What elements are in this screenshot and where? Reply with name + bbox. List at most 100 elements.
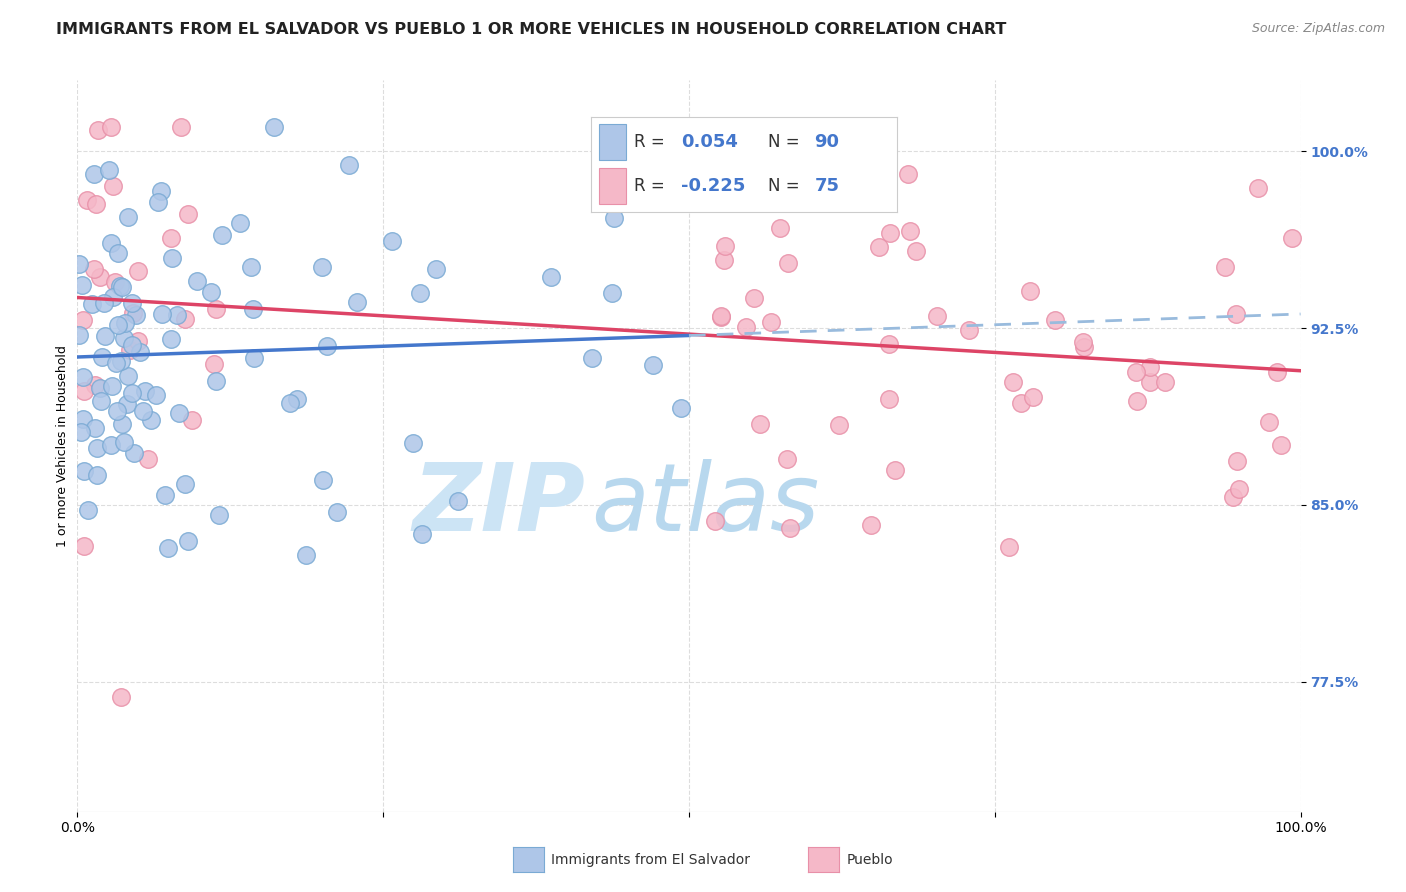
- Point: [100, 236, 122, 251]
- Point: [776, 256, 799, 270]
- Point: [447, 494, 470, 508]
- Text: atlas: atlas: [591, 459, 820, 550]
- Point: [614, 131, 637, 145]
- Point: [157, 541, 180, 555]
- Point: [105, 356, 128, 370]
- Point: [108, 278, 131, 293]
- Point: [1021, 390, 1043, 404]
- Point: [957, 323, 980, 337]
- Point: [761, 315, 783, 329]
- Text: R =: R =: [634, 178, 665, 195]
- Point: [145, 388, 167, 402]
- Point: [107, 318, 129, 333]
- Point: [110, 690, 132, 704]
- Point: [1222, 490, 1244, 504]
- Point: [73, 464, 96, 478]
- Point: [121, 296, 143, 310]
- Point: [1225, 306, 1247, 320]
- Point: [177, 207, 200, 221]
- Point: [1225, 454, 1247, 468]
- Point: [115, 396, 138, 410]
- Point: [208, 508, 231, 522]
- Point: [1125, 365, 1147, 379]
- Text: 75: 75: [814, 178, 839, 195]
- Point: [86, 468, 108, 483]
- Point: [748, 417, 770, 432]
- Point: [91, 350, 114, 364]
- Point: [1126, 393, 1149, 408]
- Point: [98, 163, 121, 178]
- Point: [160, 231, 183, 245]
- Point: [72, 277, 94, 292]
- Point: [117, 368, 139, 383]
- Point: [1002, 375, 1025, 389]
- Point: [104, 275, 127, 289]
- Point: [409, 286, 432, 301]
- Point: [84, 196, 107, 211]
- Point: [879, 337, 901, 351]
- Point: [167, 406, 190, 420]
- Point: [240, 260, 263, 275]
- Point: [1139, 359, 1161, 374]
- Point: [72, 412, 94, 426]
- Point: [699, 120, 721, 135]
- Point: [84, 420, 107, 434]
- Point: [89, 381, 111, 395]
- Point: [80, 297, 103, 311]
- Point: [1153, 375, 1175, 389]
- Point: [713, 253, 735, 268]
- Text: -0.225: -0.225: [682, 178, 745, 195]
- Point: [1071, 334, 1094, 349]
- Point: [411, 527, 433, 541]
- Point: [381, 234, 404, 248]
- Text: ZIP: ZIP: [412, 458, 585, 550]
- Text: 0.054: 0.054: [682, 133, 738, 151]
- Point: [925, 309, 948, 323]
- Point: [121, 338, 143, 352]
- Point: [204, 302, 226, 317]
- Point: [127, 264, 149, 278]
- Text: N =: N =: [769, 178, 800, 195]
- Text: Immigrants from El Salvador: Immigrants from El Salvador: [551, 853, 751, 867]
- Point: [117, 210, 139, 224]
- Text: IMMIGRANTS FROM EL SALVADOR VS PUEBLO 1 OR MORE VEHICLES IN HOUSEHOLD CORRELATIO: IMMIGRANTS FROM EL SALVADOR VS PUEBLO 1 …: [56, 22, 1007, 37]
- Point: [177, 534, 200, 549]
- Point: [67, 327, 90, 342]
- Point: [202, 357, 225, 371]
- Point: [134, 384, 156, 398]
- Point: [83, 377, 105, 392]
- Point: [860, 518, 883, 533]
- Point: [111, 280, 134, 294]
- Point: [166, 308, 188, 322]
- Point: [87, 123, 110, 137]
- Point: [401, 435, 423, 450]
- Point: [581, 351, 603, 365]
- Point: [110, 354, 132, 368]
- Point: [150, 307, 173, 321]
- Point: [121, 386, 143, 401]
- Point: [114, 316, 136, 330]
- Point: [1043, 313, 1066, 327]
- Point: [76, 193, 98, 207]
- Point: [112, 331, 135, 345]
- Point: [346, 295, 368, 310]
- Point: [101, 290, 124, 304]
- Point: [86, 441, 108, 455]
- Point: [742, 292, 765, 306]
- Point: [884, 463, 907, 477]
- Point: [998, 541, 1021, 555]
- Point: [294, 549, 316, 563]
- Point: [714, 239, 737, 253]
- Point: [100, 379, 122, 393]
- Point: [125, 308, 148, 322]
- Point: [643, 358, 665, 372]
- Point: [710, 310, 733, 324]
- Point: [83, 167, 105, 181]
- Point: [170, 120, 193, 135]
- Point: [73, 384, 96, 399]
- Point: [776, 452, 799, 467]
- Point: [90, 394, 112, 409]
- Point: [287, 392, 309, 406]
- Point: [316, 339, 339, 353]
- Text: N =: N =: [769, 133, 800, 151]
